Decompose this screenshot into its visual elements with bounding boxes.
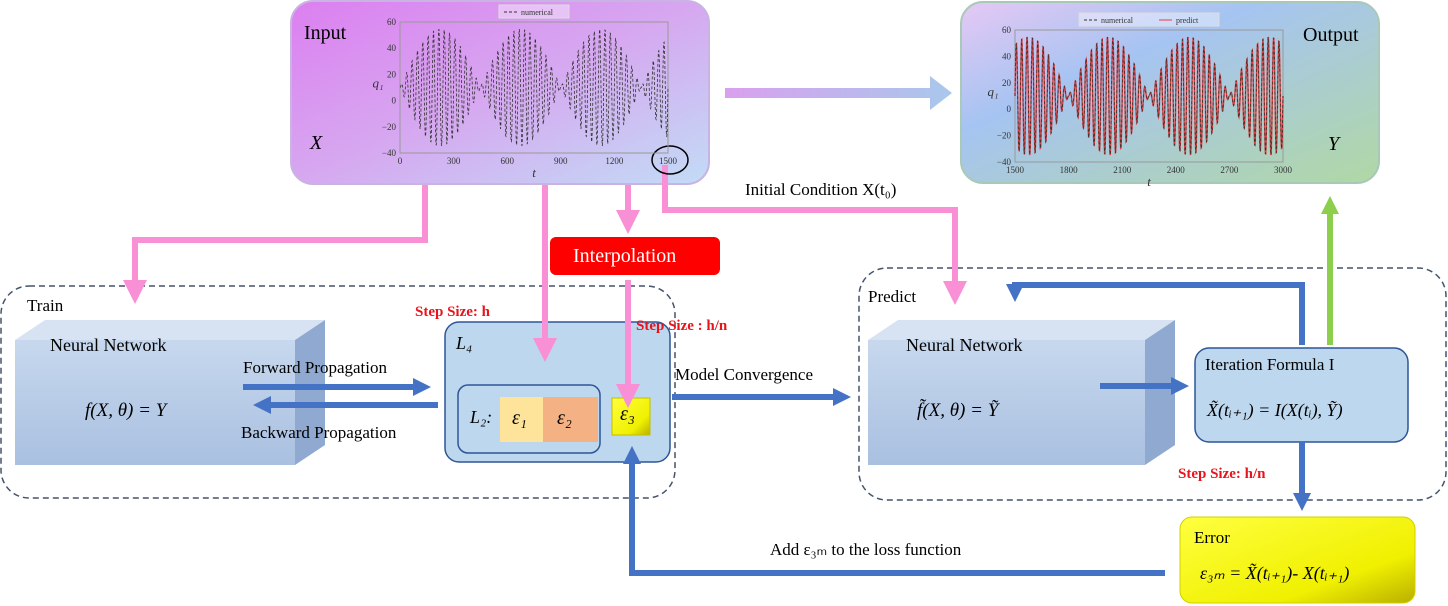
model-convergence-label: Model Convergence	[675, 365, 814, 384]
y-tick-label: 60	[387, 17, 397, 27]
y-tick-label: −20	[382, 122, 397, 132]
input-title: Input	[304, 22, 347, 44]
y-tick-label: 60	[1002, 25, 1012, 35]
error-formula: ε₃ₘ = X̃(tᵢ₊₁)- X(tᵢ₊₁)	[1200, 563, 1350, 583]
initial-condition-label: Initial Condition X(t₀)	[745, 180, 897, 199]
pink-arrows	[123, 165, 967, 408]
predict-label: Predict	[868, 287, 917, 306]
x-tick-label: 0	[398, 156, 403, 166]
predict-formula: f̃(X, θ) = Ỹ	[917, 400, 999, 421]
step-size-hn-train: Step Size : h/n	[636, 318, 728, 334]
train-nn-label: Neural Network	[50, 335, 167, 355]
x-tick-label: 1500	[1006, 165, 1025, 175]
y-tick-label: 0	[1007, 104, 1012, 114]
backward-propagation-label: Backward Propagation	[241, 423, 397, 442]
iteration-formula: X̃(tᵢ₊₁) = I(X(tᵢ), Ỹ)	[1207, 400, 1343, 420]
train-label: Train	[27, 296, 64, 315]
step-size-hn-predict: Step Size: h/n	[1178, 466, 1266, 482]
legend-predict: predict	[1176, 16, 1199, 25]
error-title: Error	[1194, 528, 1230, 547]
legend-numerical: numerical	[521, 8, 554, 17]
epsilon3-label: ε₃	[620, 403, 635, 425]
input-variable: X	[310, 132, 323, 154]
x-tick-label: 1200	[605, 156, 624, 166]
y-axis-label: q₁	[987, 84, 998, 99]
x-tick-label: 1800	[1060, 165, 1079, 175]
epsilon1-cell	[500, 397, 543, 442]
numerical-series	[1014, 37, 1284, 155]
output-title: Output	[1303, 24, 1359, 46]
transfer-arrow	[725, 76, 952, 110]
neural-network-cube-predict	[868, 320, 1175, 465]
x-tick-label: 3000	[1274, 165, 1293, 175]
legend-numerical: numerical	[1101, 16, 1134, 25]
forward-propagation-label: Forward Propagation	[243, 358, 388, 377]
y-tick-label: −40	[382, 148, 397, 158]
initial-point-circle	[651, 145, 689, 175]
x-tick-label: 900	[554, 156, 568, 166]
iteration-formula-title: Iteration Formula I	[1205, 355, 1335, 374]
neural-network-cube-train	[15, 320, 325, 465]
interpolation-label: Interpolation	[573, 245, 677, 267]
l2-label: L₂:	[470, 407, 493, 427]
y-tick-label: 40	[1002, 51, 1012, 61]
x-axis-label: t	[1147, 174, 1151, 189]
interpolation-box	[550, 237, 720, 275]
train-region	[0, 285, 676, 499]
numerical-series	[399, 29, 669, 146]
y-tick-label: 0	[392, 96, 397, 106]
epsilon2-label: ε₂	[557, 407, 572, 429]
input-panel	[290, 0, 710, 185]
predict-region	[858, 267, 1447, 501]
x-tick-label: 2700	[1220, 165, 1239, 175]
train-formula: f(X, θ) = Y	[85, 400, 167, 421]
epsilon2-cell	[543, 397, 598, 442]
x-tick-label: 1500	[659, 156, 678, 166]
predict-nn-label: Neural Network	[906, 335, 1023, 355]
y-axis-label: q₁	[372, 76, 383, 91]
x-tick-label: 2100	[1113, 165, 1132, 175]
x-tick-label: 2400	[1167, 165, 1186, 175]
epsilon1-label: ε₁	[512, 407, 527, 429]
x-axis-label: t	[532, 165, 536, 180]
l4-label: L₄	[456, 333, 473, 353]
error-box	[1179, 516, 1416, 604]
y-tick-label: 20	[1002, 78, 1012, 88]
output-variable: Y	[1328, 133, 1340, 155]
add-loss-label: Add ε₃ₘ to the loss function	[770, 540, 962, 559]
legend-box	[1078, 12, 1220, 27]
blue-arrows	[243, 282, 1311, 576]
y-tick-label: −20	[997, 131, 1012, 141]
y-tick-label: 20	[387, 69, 397, 79]
y-tick-label: 40	[387, 43, 397, 53]
x-tick-label: 300	[447, 156, 461, 166]
y-tick-label: −40	[997, 157, 1012, 167]
step-size-h: Step Size: h	[415, 304, 490, 320]
legend-box	[498, 4, 570, 19]
x-tick-label: 600	[500, 156, 514, 166]
